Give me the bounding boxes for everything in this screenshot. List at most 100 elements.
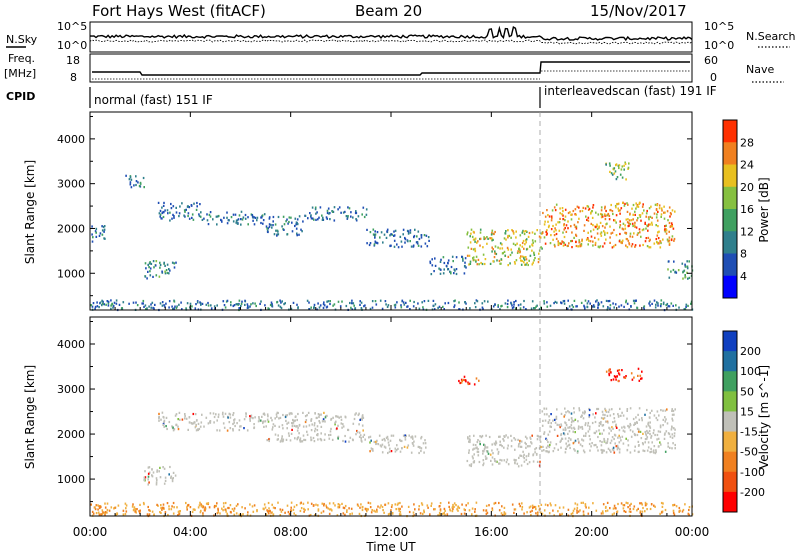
data-cell [615, 426, 618, 429]
data-cell [344, 434, 346, 438]
data-cell [337, 208, 339, 211]
data-cell [484, 258, 487, 261]
data-cell [597, 303, 599, 307]
data-cell [687, 304, 689, 307]
velocity-colorbar-label: Velocity [m s^-1] [757, 365, 771, 469]
data-cell [390, 450, 393, 453]
data-cell [685, 305, 687, 308]
data-cell [188, 421, 191, 424]
data-cell [201, 302, 204, 305]
data-cell [303, 438, 305, 441]
data-cell [163, 425, 165, 428]
data-cell [543, 407, 545, 410]
data-cell [582, 206, 585, 209]
data-cell [646, 408, 648, 412]
data-cell [246, 514, 249, 517]
data-cell [623, 168, 625, 171]
data-cell [579, 443, 582, 446]
data-cell [596, 407, 598, 411]
data-cell [271, 226, 273, 229]
data-cell [598, 424, 600, 427]
data-cell [144, 304, 147, 307]
data-cell [536, 229, 538, 232]
data-cell [333, 303, 336, 306]
data-cell [185, 208, 187, 211]
data-cell [473, 453, 475, 456]
data-cell [564, 227, 566, 230]
data-cell [567, 299, 569, 302]
data-cell [654, 505, 656, 508]
data-cell [555, 232, 558, 236]
data-cell [426, 245, 429, 248]
data-cell [636, 203, 639, 207]
data-cell [570, 417, 573, 420]
data-cell [664, 450, 667, 453]
data-cell [507, 299, 509, 302]
colorbar-frame [722, 330, 738, 513]
data-cell [632, 218, 634, 221]
data-cell [628, 243, 631, 246]
data-cell [333, 206, 336, 209]
data-cell [555, 237, 558, 240]
data-cell [185, 307, 187, 310]
data-cell [623, 430, 626, 433]
data-cell [612, 427, 614, 430]
data-cell [260, 216, 263, 219]
data-cell [607, 213, 610, 216]
data-cell [295, 227, 298, 230]
data-cell [535, 453, 538, 456]
data-cell [520, 259, 522, 262]
data-cell [672, 227, 675, 230]
data-cell [315, 503, 317, 506]
data-cell [637, 507, 639, 510]
data-cell [624, 161, 626, 164]
data-cell [401, 505, 403, 508]
data-cell [297, 436, 300, 439]
data-cell [307, 411, 310, 414]
data-cell [361, 415, 364, 418]
data-cell [94, 307, 96, 310]
data-cell [379, 506, 381, 509]
data-cell [160, 511, 162, 514]
data-cell [161, 270, 163, 273]
data-cell [166, 427, 168, 431]
data-cell [366, 507, 368, 511]
data-cell [577, 510, 580, 513]
data-cell [482, 307, 484, 310]
data-cell [522, 306, 525, 309]
data-cell [673, 503, 676, 506]
data-cell [501, 459, 503, 462]
data-cell [542, 211, 544, 215]
data-cell [512, 242, 515, 245]
data-cell [606, 231, 609, 235]
data-cell [660, 501, 663, 505]
data-cell [560, 446, 562, 449]
data-cell [629, 222, 632, 226]
data-cell [387, 502, 390, 505]
data-cell [483, 448, 486, 451]
data-cell [506, 246, 509, 249]
data-cell [212, 412, 215, 415]
data-cell [240, 425, 242, 428]
data-cell [596, 299, 598, 302]
data-cell [670, 270, 672, 273]
data-cell [178, 215, 180, 218]
data-cell [335, 415, 337, 418]
data-cell [156, 469, 159, 472]
data-cell [205, 502, 208, 505]
data-cell [427, 299, 430, 302]
data-cell [206, 213, 208, 216]
data-cell [366, 510, 368, 513]
data-cell [286, 233, 288, 236]
data-cell [503, 513, 505, 516]
data-cell [129, 183, 132, 186]
data-cell [558, 229, 561, 232]
data-cell [520, 263, 523, 266]
data-cell [649, 223, 651, 226]
data-cell [483, 237, 485, 241]
data-cell [384, 503, 386, 506]
data-cell [409, 231, 412, 234]
data-cell [295, 415, 297, 418]
data-cell [484, 237, 487, 240]
data-cell [628, 162, 630, 165]
